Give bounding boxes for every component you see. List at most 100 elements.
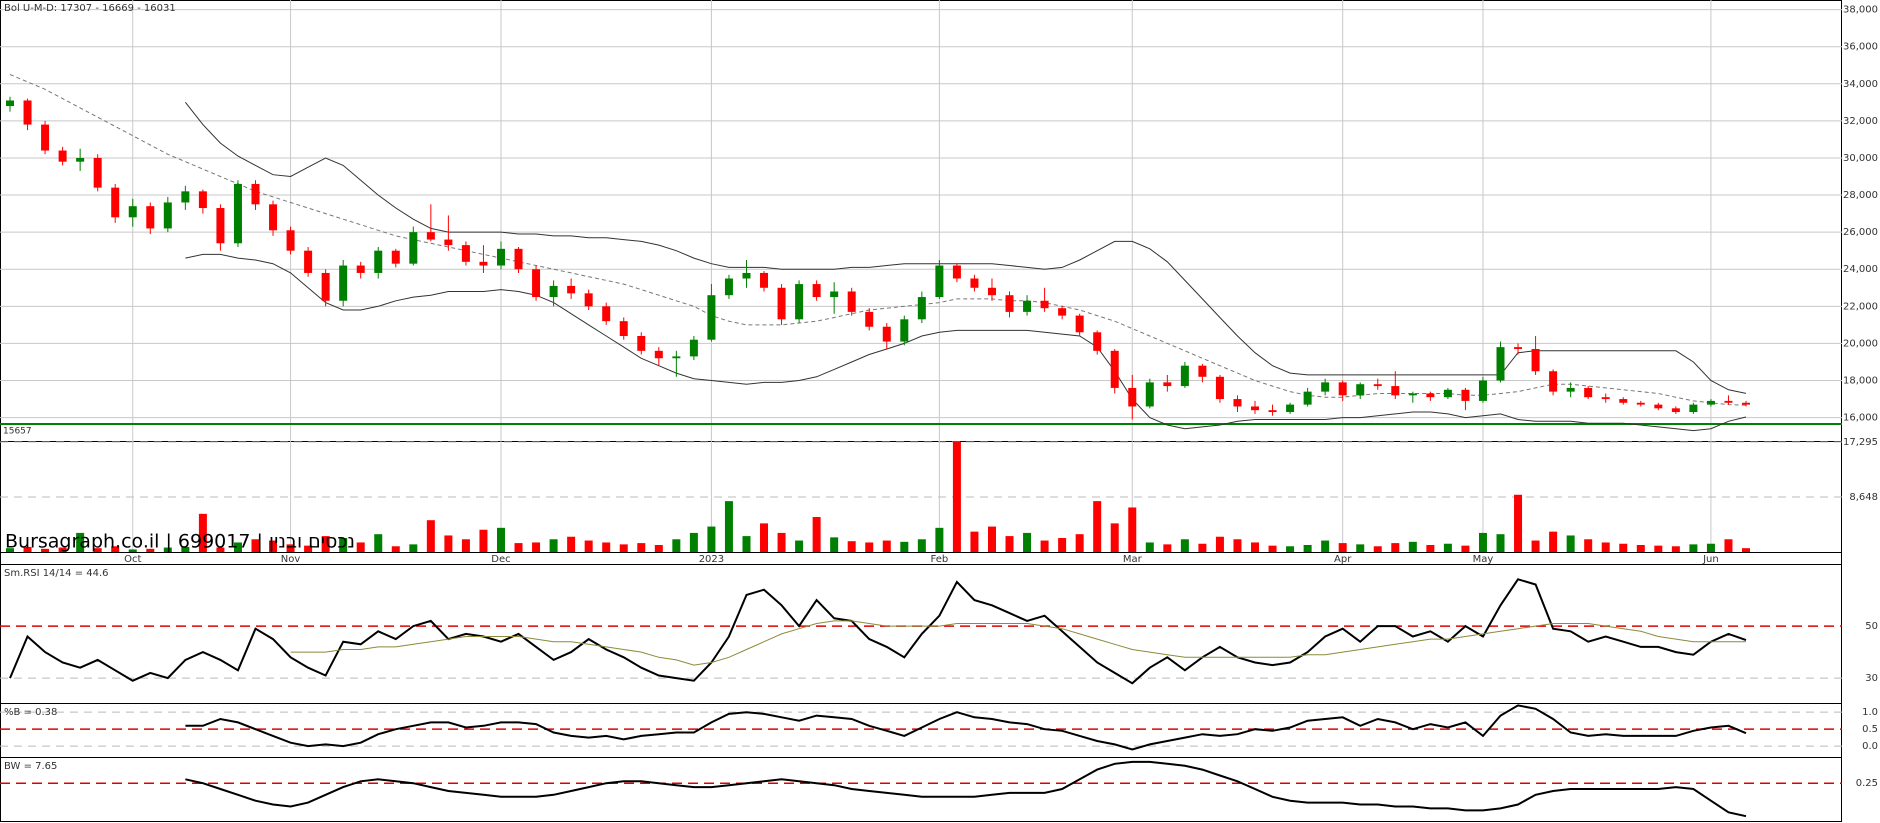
volume-bar xyxy=(882,540,891,552)
volume-bar xyxy=(760,523,769,552)
volume-bar xyxy=(1601,542,1610,552)
volume-bar xyxy=(1391,543,1400,552)
volume-bar xyxy=(426,520,435,552)
candle-body xyxy=(1601,397,1610,400)
y-tick-label: 36,000 xyxy=(1843,42,1878,53)
volume-bar xyxy=(198,513,207,552)
volume-bar xyxy=(707,526,716,552)
volume-bar xyxy=(76,532,85,552)
candle-body xyxy=(724,278,733,296)
volume-bar xyxy=(1180,539,1189,552)
y-tick-label: 1.0 xyxy=(1862,707,1878,718)
volume-bar xyxy=(1093,501,1102,552)
volume-bar xyxy=(1584,539,1593,552)
candle-body xyxy=(1373,384,1382,387)
volume-bar xyxy=(935,527,944,552)
volume-bar xyxy=(41,548,50,552)
volume-bar xyxy=(1706,543,1715,552)
volume-bar xyxy=(777,532,786,552)
volume-bar xyxy=(952,442,961,552)
candle-body xyxy=(1163,382,1172,387)
x-tick-label: Feb xyxy=(931,554,949,565)
y-tick-label: 32,000 xyxy=(1843,116,1878,127)
candle-body xyxy=(391,250,400,264)
y-tick-label: 34,000 xyxy=(1843,79,1878,90)
candle-body xyxy=(1356,384,1365,396)
volume-bar xyxy=(1461,545,1470,552)
volume-bar xyxy=(742,536,751,552)
volume-bar xyxy=(1338,543,1347,552)
candle-body xyxy=(1566,387,1575,392)
volume-bar xyxy=(321,536,330,552)
volume-bar xyxy=(812,517,821,552)
bollinger-line xyxy=(185,253,1747,432)
volume-bar xyxy=(724,501,733,552)
volume-bar xyxy=(58,547,67,552)
volume-bar xyxy=(1478,532,1487,552)
volume-bar xyxy=(1040,540,1049,552)
candle-body xyxy=(1391,386,1400,396)
volume-bar xyxy=(1671,546,1680,552)
volume-bar xyxy=(1514,494,1523,552)
candle-body xyxy=(304,250,313,273)
candle-body xyxy=(461,245,470,262)
candle-body xyxy=(1215,376,1224,400)
candle-body xyxy=(637,335,646,351)
y-tick-label: 17,295 xyxy=(1843,437,1878,448)
volume-bar xyxy=(216,547,225,552)
candle-body xyxy=(1145,382,1154,407)
volume-bar xyxy=(1303,545,1312,552)
y-tick-label: 22,000 xyxy=(1843,301,1878,312)
volume-bar xyxy=(479,529,488,552)
candle-body xyxy=(917,297,926,320)
volume-bar xyxy=(900,541,909,552)
panel-title: Sm.RSI 14/14 = 44.6 xyxy=(4,568,109,579)
volume-bar xyxy=(23,546,32,552)
volume-bar xyxy=(1075,534,1084,552)
y-tick-label: 8,648 xyxy=(1849,492,1878,503)
y-tick-label: 28,000 xyxy=(1843,190,1878,201)
candle-body xyxy=(1268,410,1277,413)
volume-bar xyxy=(584,540,593,552)
candle-body xyxy=(146,206,155,229)
candle-body xyxy=(23,100,32,125)
y-tick-label: 20,000 xyxy=(1843,338,1878,349)
candle-body xyxy=(1636,402,1645,405)
candle-body xyxy=(1321,382,1330,392)
x-tick-label: Oct xyxy=(124,554,141,565)
candle-body xyxy=(707,295,716,340)
volume-bar xyxy=(1198,543,1207,552)
candle-body xyxy=(900,319,909,342)
indicator-line xyxy=(9,578,1747,685)
volume-bar xyxy=(795,540,804,552)
volume-bar xyxy=(1496,534,1505,552)
chart-title: Bol U-M-D: 17307 - 16669 - 16031 xyxy=(4,3,176,14)
candle-body xyxy=(654,350,663,359)
candle-body xyxy=(672,356,681,359)
x-tick-label: Dec xyxy=(491,554,510,565)
volume-bar xyxy=(970,531,979,552)
candle-body xyxy=(1093,332,1102,351)
y-tick-label: 24,000 xyxy=(1843,264,1878,275)
volume-bar xyxy=(1566,535,1575,552)
volume-bar xyxy=(409,544,418,552)
volume-bar xyxy=(1356,544,1365,552)
candle-body xyxy=(760,272,769,288)
volume-bar xyxy=(1233,539,1242,552)
candle-body xyxy=(6,100,14,107)
y-tick-label: 30 xyxy=(1865,673,1878,684)
candle-body xyxy=(742,272,751,279)
candle-body xyxy=(567,285,576,294)
volume-bar xyxy=(1654,545,1663,552)
y-tick-label: 0.5 xyxy=(1862,724,1878,735)
candle-body xyxy=(1058,308,1067,316)
volume-bar xyxy=(1724,539,1733,552)
volume-bar xyxy=(987,526,996,552)
y-tick-label: 50 xyxy=(1865,621,1878,632)
volume-bar xyxy=(567,536,576,552)
candle-body xyxy=(444,239,453,246)
watermark: Bursagraph.co.il | 699017 | נכסים ובנין xyxy=(5,531,355,553)
volume-bar xyxy=(339,538,348,552)
candle-body xyxy=(1075,315,1084,333)
